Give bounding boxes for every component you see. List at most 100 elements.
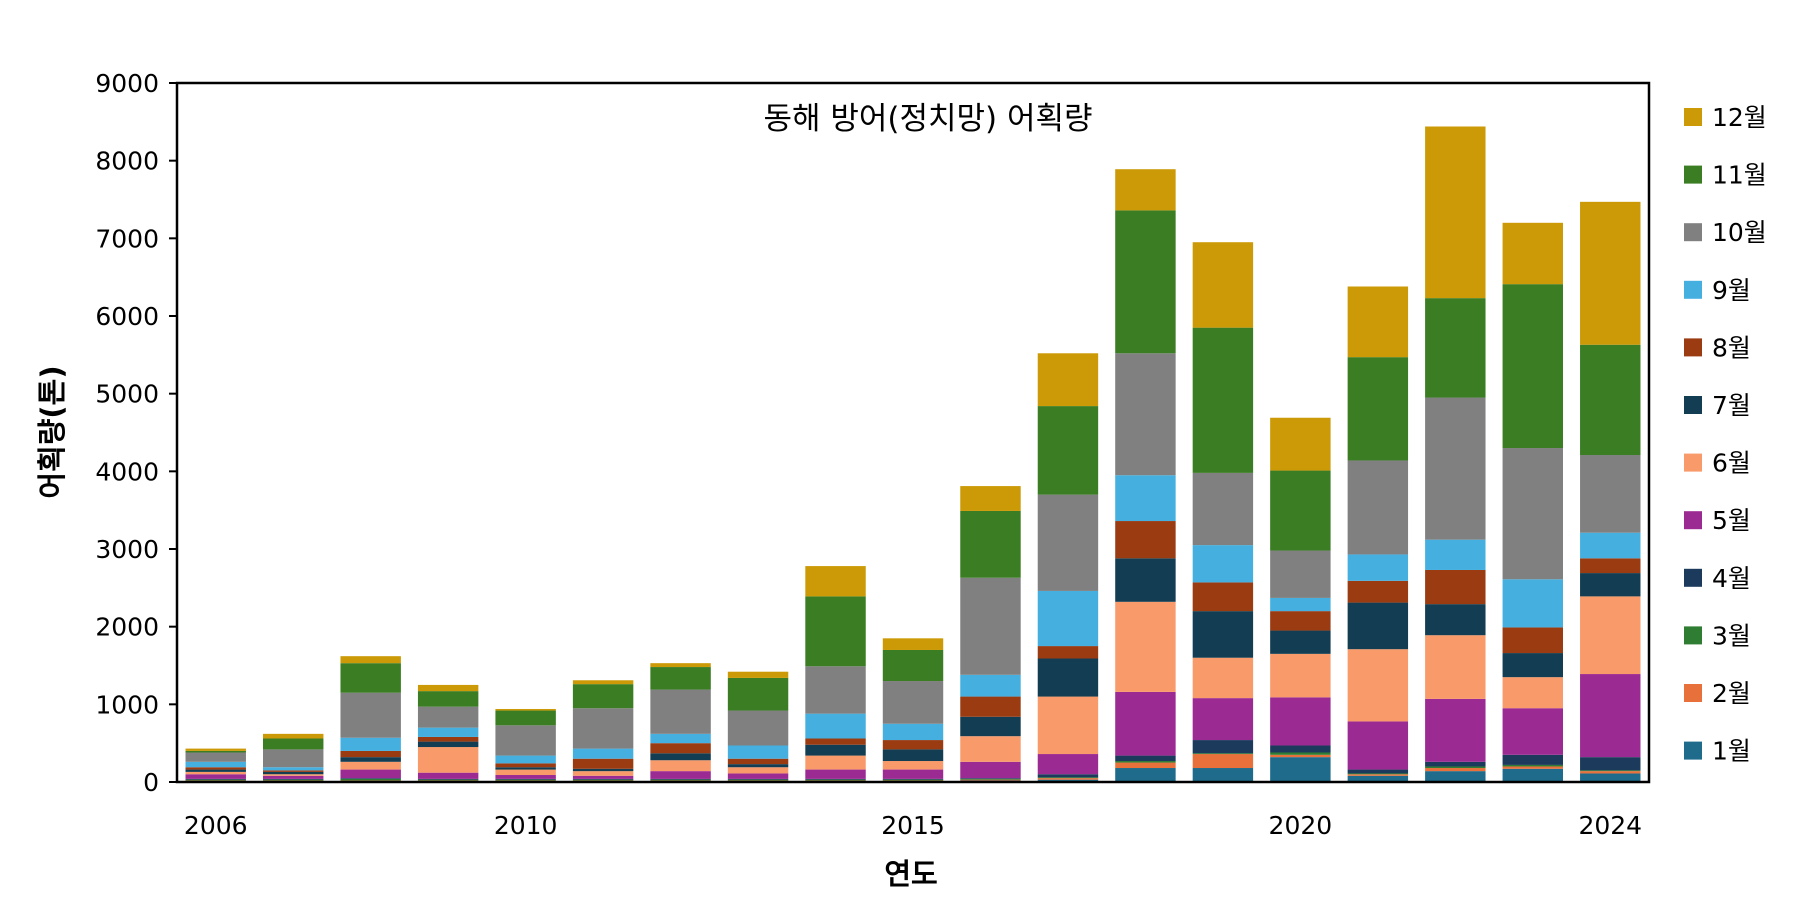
bar-2012-series-5 (650, 771, 711, 779)
legend-label: 5월 (1712, 506, 1751, 535)
legend-swatch (1684, 626, 1702, 645)
bar-2013-series-4 (727, 778, 789, 780)
legend-swatch (1684, 453, 1702, 472)
y-tick-label: 9000 (95, 69, 159, 98)
bar-2009-series-5 (417, 772, 479, 779)
bar-2015-series-10 (882, 681, 944, 724)
bar-2024-series-12 (1580, 201, 1641, 345)
bar-2006-series-3 (185, 779, 246, 781)
bar-2016-series-4 (960, 778, 1021, 779)
bar-2012-series-4 (650, 778, 711, 780)
bar-2014-series-11 (805, 596, 866, 667)
bar-2006-series-7 (185, 769, 246, 772)
legend-swatch (1684, 741, 1702, 760)
bar-2008-series-3 (340, 778, 401, 781)
bar-2024-series-2 (1580, 771, 1641, 774)
bar-2015-series-12 (882, 638, 944, 650)
bar-2019-series-10 (1192, 472, 1254, 546)
bar-2006-series-9 (185, 761, 246, 768)
bar-2010-series-9 (495, 755, 556, 764)
bar-2008-series-5 (340, 769, 401, 779)
bar-2019-series-11 (1192, 327, 1254, 473)
bar-2008-series-10 (340, 692, 401, 738)
bar-2006-series-11 (185, 750, 246, 753)
bar-2009-series-12 (417, 684, 479, 692)
bar-2010-series-8 (495, 763, 556, 768)
bar-2023-series-3 (1502, 764, 1563, 767)
bar-2021-series-8 (1347, 580, 1409, 603)
bar-2016-series-6 (960, 736, 1021, 762)
bar-2009-series-11 (417, 691, 479, 707)
x-tick-label: 2006 (184, 811, 248, 840)
bar-2016-series-3 (960, 778, 1021, 780)
bar-2012-series-10 (650, 689, 711, 734)
bar-2022-series-1 (1425, 771, 1486, 782)
bar-2009-series-4 (417, 778, 479, 780)
bar-2011-series-4 (572, 778, 634, 780)
bar-2013-series-11 (727, 677, 789, 711)
bar-2016-series-7 (960, 716, 1021, 737)
bar-2020-series-2 (1270, 754, 1331, 758)
bar-2018-series-2 (1115, 762, 1176, 769)
bar-2019-series-8 (1192, 582, 1254, 612)
bar-2020-series-1 (1270, 757, 1331, 782)
bars-layer (185, 126, 1641, 782)
bar-2017-series-4 (1037, 774, 1099, 778)
bar-2022-series-3 (1425, 766, 1486, 769)
bar-2022-series-9 (1425, 539, 1486, 570)
bar-2024-series-9 (1580, 532, 1641, 559)
bar-2016-series-2 (960, 779, 1021, 781)
bar-2013-series-5 (727, 773, 789, 779)
x-tick-label: 2020 (1269, 811, 1333, 840)
bar-2015-series-5 (882, 769, 944, 779)
legend-label: 7월 (1712, 391, 1751, 420)
x-tick-label: 2024 (1578, 811, 1642, 840)
bar-2015-series-3 (882, 779, 944, 781)
bar-2011-series-10 (572, 708, 634, 749)
legend-swatch (1684, 338, 1702, 357)
bar-2012-series-11 (650, 667, 711, 690)
bar-2006-series-10 (185, 752, 246, 762)
legend-swatch (1684, 108, 1702, 126)
bar-2021-series-6 (1347, 649, 1409, 722)
bar-2024-series-3 (1580, 770, 1641, 772)
bar-2015-series-6 (882, 761, 944, 770)
bar-2017-series-6 (1037, 696, 1099, 755)
bar-2008-series-7 (340, 757, 401, 762)
bar-2009-series-8 (417, 736, 479, 742)
bar-2016-series-12 (960, 486, 1021, 511)
bar-2024-series-10 (1580, 455, 1641, 533)
bar-2012-series-7 (650, 753, 711, 761)
bar-2015-series-11 (882, 649, 944, 682)
bar-2006-series-8 (185, 767, 246, 770)
bar-2018-series-10 (1115, 353, 1176, 476)
bar-2014-series-10 (805, 666, 866, 714)
bar-2018-series-6 (1115, 601, 1176, 692)
bar-2022-series-6 (1425, 635, 1486, 699)
bar-2022-series-7 (1425, 604, 1486, 636)
bar-2009-series-10 (417, 706, 479, 728)
bar-2013-series-7 (727, 764, 789, 768)
bar-2006-series-4 (185, 778, 246, 780)
bar-2020-series-4 (1270, 745, 1331, 753)
bar-2017-series-5 (1037, 754, 1099, 775)
bar-2020-series-5 (1270, 697, 1331, 746)
bar-2016-series-9 (960, 674, 1021, 697)
bar-2010-series-6 (495, 769, 556, 776)
y-tick-label: 2000 (95, 613, 159, 642)
bar-2007-series-7 (263, 771, 324, 775)
bar-2007-series-10 (263, 749, 324, 768)
bar-2017-series-3 (1037, 777, 1099, 779)
bar-2015-series-4 (882, 778, 944, 780)
y-tick-label: 1000 (95, 690, 159, 719)
bar-2008-series-9 (340, 737, 401, 751)
bar-2020-series-8 (1270, 611, 1331, 631)
bar-2016-series-5 (960, 761, 1021, 779)
bar-2007-series-5 (263, 775, 324, 779)
chart-title: 동해 방어(정치망) 어획량 (763, 101, 1092, 137)
legend-label: 1월 (1712, 737, 1751, 766)
bar-2023-series-6 (1502, 677, 1563, 709)
bar-2024-series-11 (1580, 344, 1641, 456)
legend-swatch (1684, 280, 1702, 299)
bar-2018-series-12 (1115, 169, 1176, 211)
